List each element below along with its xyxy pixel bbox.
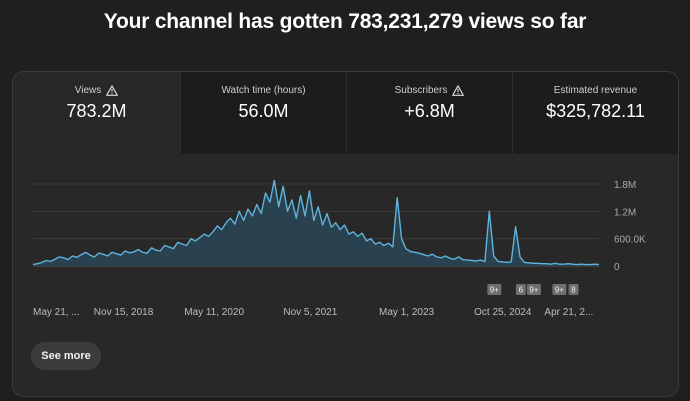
metric-tabs: Views 783.2M Watch time (hours) 56.0M Su… xyxy=(13,72,678,154)
annotation-marker-label: 9+ xyxy=(555,286,564,295)
warning-icon xyxy=(106,85,119,96)
x-tick-label: Nov 5, 2021 xyxy=(283,307,337,318)
metric-label: Views xyxy=(74,85,102,96)
metric-tab-subscribers[interactable]: Subscribers +6.8M xyxy=(346,72,512,154)
annotation-marker-label: 6 xyxy=(519,286,524,295)
x-tick-label: Oct 25, 2024 xyxy=(474,307,532,318)
chart-series-line xyxy=(32,179,600,266)
metric-label: Estimated revenue xyxy=(553,85,638,96)
views-chart[interactable]: 1.8M 1.2M 600.0K 0 9+ 6 9+ 9+ 8 May 21, ... Nov … xyxy=(13,154,678,329)
metric-tab-watch-time[interactable]: Watch time (hours) 56.0M xyxy=(180,72,346,154)
x-tick-label: Apr 21, 2... xyxy=(544,307,593,318)
annotation-marker[interactable]: 8 xyxy=(568,284,579,295)
x-tick-label: May 21, ... xyxy=(33,307,80,318)
metric-label: Watch time (hours) xyxy=(221,85,306,96)
y-tick-label: 1.2M xyxy=(614,207,636,218)
metric-tab-views[interactable]: Views 783.2M xyxy=(13,72,180,154)
metric-label: Subscribers xyxy=(394,85,448,96)
annotation-marker-label: 9+ xyxy=(529,286,538,295)
x-tick-label: May 1, 2023 xyxy=(379,307,434,318)
warning-icon xyxy=(452,85,465,96)
annotation-marker-label: 9+ xyxy=(490,286,499,295)
metric-value: +6.8M xyxy=(404,101,455,121)
see-more-button[interactable]: See more xyxy=(31,342,101,370)
x-tick-label: Nov 15, 2018 xyxy=(94,307,154,318)
annotation-marker[interactable]: 9+ xyxy=(487,284,502,295)
page-title: Your channel has gotten 783,231,279 view… xyxy=(103,10,587,33)
metric-value: 56.0M xyxy=(238,101,289,121)
annotation-marker[interactable]: 6 xyxy=(515,284,526,295)
annotation-marker[interactable]: 9+ xyxy=(526,284,541,295)
analytics-card: Views 783.2M Watch time (hours) 56.0M Su… xyxy=(12,71,679,397)
annotation-marker[interactable]: 9+ xyxy=(552,284,567,295)
y-tick-label: 1.8M xyxy=(614,180,636,191)
annotation-marker-label: 8 xyxy=(571,286,576,295)
y-tick-label: 0 xyxy=(614,262,620,273)
metric-value: 783.2M xyxy=(66,101,127,121)
chart-area-fill xyxy=(33,180,599,266)
x-tick-label: May 11, 2020 xyxy=(184,307,244,318)
y-tick-label: 600.0K xyxy=(614,235,646,246)
metric-tab-revenue[interactable]: Estimated revenue $325,782.11 xyxy=(512,72,678,154)
metric-value: $325,782.11 xyxy=(546,101,645,121)
